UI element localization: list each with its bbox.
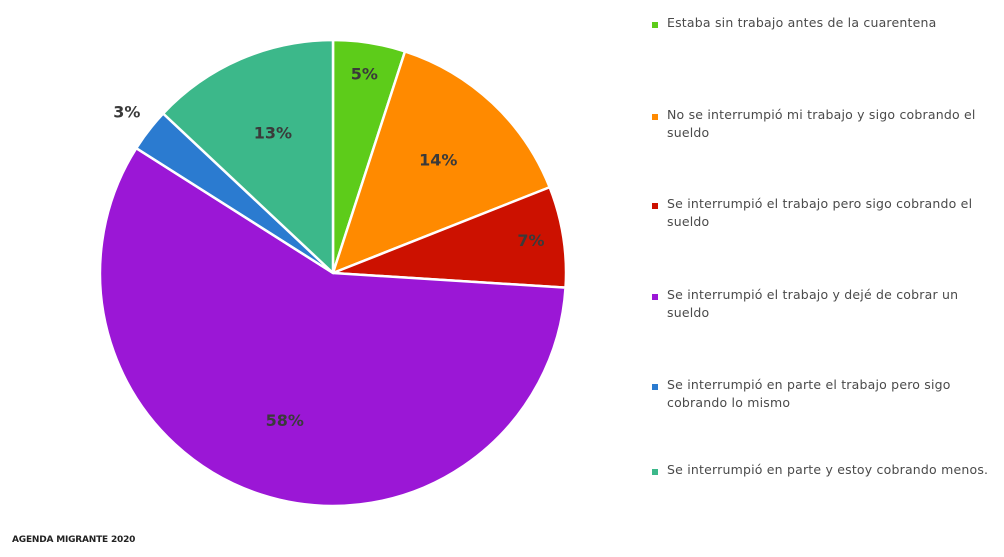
legend-item-0: Estaba sin trabajo antes de la cuarenten… xyxy=(652,14,997,32)
legend-swatch-0 xyxy=(652,22,658,28)
legend-swatch-4 xyxy=(652,384,658,390)
legend-label-1: No se interrumpió mi trabajo y sigo cobr… xyxy=(667,106,997,142)
legend-label-4: Se interrumpió en parte el trabajo pero … xyxy=(667,376,997,412)
pie-label-5: 13% xyxy=(254,124,292,143)
pie-label-4: 3% xyxy=(113,103,140,122)
legend-item-2: Se interrumpió el trabajo pero sigo cobr… xyxy=(652,195,997,231)
legend-label-2: Se interrumpió el trabajo pero sigo cobr… xyxy=(667,195,997,231)
legend-item-1: No se interrumpió mi trabajo y sigo cobr… xyxy=(652,106,997,142)
pie-label-2: 7% xyxy=(517,231,544,250)
legend-label-3: Se interrumpió el trabajo y dejé de cobr… xyxy=(667,286,997,322)
pie-label-1: 14% xyxy=(419,150,457,169)
legend-item-3: Se interrumpió el trabajo y dejé de cobr… xyxy=(652,286,997,322)
legend-item-4: Se interrumpió en parte el trabajo pero … xyxy=(652,376,997,412)
legend-label-0: Estaba sin trabajo antes de la cuarenten… xyxy=(667,14,936,32)
legend-swatch-1 xyxy=(652,114,658,120)
pie-label-3: 58% xyxy=(266,411,304,430)
legend-swatch-5 xyxy=(652,469,658,475)
legend-swatch-3 xyxy=(652,294,658,300)
legend-label-5: Se interrumpió en parte y estoy cobrando… xyxy=(667,461,988,479)
legend-item-5: Se interrumpió en parte y estoy cobrando… xyxy=(652,461,997,479)
source-label: AGENDA MIGRANTE 2020 xyxy=(12,535,135,545)
pie-label-0: 5% xyxy=(351,65,378,84)
legend-swatch-2 xyxy=(652,203,658,209)
pie-chart: 5% 14% 7% 58% 3% 13% xyxy=(0,0,640,557)
